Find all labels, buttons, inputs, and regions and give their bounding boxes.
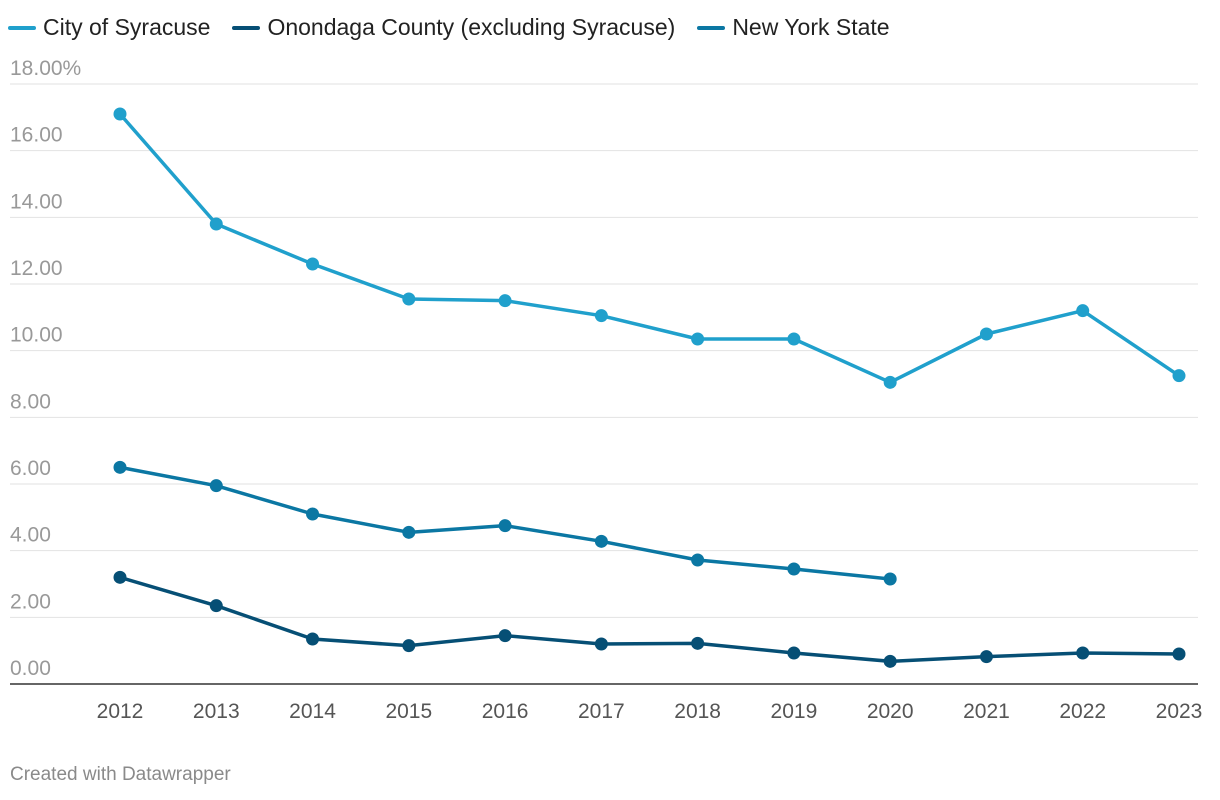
legend-swatch <box>8 25 36 30</box>
data-point <box>113 107 127 121</box>
data-point <box>594 534 608 548</box>
data-point <box>1076 304 1090 318</box>
x-tick-label: 2019 <box>771 700 818 723</box>
x-tick-label: 2023 <box>1156 700 1203 723</box>
legend-item-city-of-syracuse: City of Syracuse <box>8 14 210 41</box>
data-point <box>402 639 416 653</box>
data-point <box>691 553 705 567</box>
data-point <box>979 650 993 664</box>
series-line-1 <box>118 575 1181 664</box>
legend-swatch <box>697 25 726 30</box>
y-tick-label: 16.00 <box>10 124 63 147</box>
data-point <box>209 599 223 613</box>
y-tick-label: 8.00 <box>10 390 51 413</box>
legend: City of Syracuse Onondaga County (exclud… <box>8 14 890 41</box>
legend-swatch <box>232 25 261 30</box>
legend-item-new-york-state: New York State <box>697 14 890 41</box>
data-point <box>691 332 705 346</box>
x-tick-label: 2017 <box>578 700 625 723</box>
legend-label: City of Syracuse <box>43 14 211 40</box>
x-tick-label: 2012 <box>97 700 144 723</box>
data-point <box>1076 646 1090 660</box>
legend-label: New York State <box>732 14 890 40</box>
y-tick-label: 10.00 <box>10 324 63 347</box>
x-axis: 2012 2013 2014 2015 2016 2017 2018 2019 2020 2021… <box>97 700 1203 723</box>
data-point <box>402 292 416 306</box>
data-point <box>306 632 320 646</box>
x-tick-label: 2014 <box>289 700 336 723</box>
y-tick-label: 14.00 <box>10 190 63 213</box>
data-point <box>113 570 127 584</box>
y-tick-label: 4.00 <box>10 524 51 547</box>
credit-text: Created with Datawrapper <box>10 764 231 785</box>
series-line-0 <box>118 112 1181 385</box>
data-point <box>787 646 801 660</box>
x-tick-label: 2015 <box>385 700 432 723</box>
data-point <box>402 525 416 539</box>
series-lines <box>118 112 1181 664</box>
x-tick-label: 2022 <box>1059 700 1106 723</box>
x-tick-label: 2018 <box>674 700 721 723</box>
y-tick-label: 18.00% <box>10 57 81 80</box>
x-tick-label: 2021 <box>963 700 1010 723</box>
data-point <box>883 572 897 586</box>
data-point <box>594 309 608 323</box>
data-point <box>691 636 705 650</box>
y-tick-label: 6.00 <box>10 457 51 480</box>
data-point <box>883 654 897 668</box>
y-tick-label: 2.00 <box>10 590 51 613</box>
data-point <box>883 375 897 389</box>
data-point <box>306 507 320 521</box>
y-tick-label: 0.00 <box>10 657 51 680</box>
data-point <box>1172 369 1186 383</box>
data-point <box>1172 647 1186 661</box>
data-point <box>113 460 127 474</box>
data-point <box>787 332 801 346</box>
x-tick-label: 2020 <box>867 700 914 723</box>
y-tick-label: 12.00 <box>10 257 63 280</box>
data-point <box>209 217 223 231</box>
x-tick-label: 2013 <box>193 700 240 723</box>
data-point <box>498 629 512 643</box>
series-points <box>113 107 1186 668</box>
legend-label: Onondaga County (excluding Syracuse) <box>267 14 676 40</box>
x-tick-label: 2016 <box>482 700 529 723</box>
data-point <box>498 519 512 533</box>
data-point <box>594 637 608 651</box>
data-point <box>209 479 223 493</box>
data-point <box>306 257 320 271</box>
data-point <box>498 294 512 308</box>
data-point <box>787 562 801 576</box>
gridlines <box>10 83 1198 685</box>
data-point <box>979 327 993 341</box>
legend-item-onondaga-county: Onondaga County (excluding Syracuse) <box>232 14 675 41</box>
y-axis: 0.00 2.00 4.00 6.00 8.00 10.00 12.00 14.00 16.00… <box>10 57 81 680</box>
